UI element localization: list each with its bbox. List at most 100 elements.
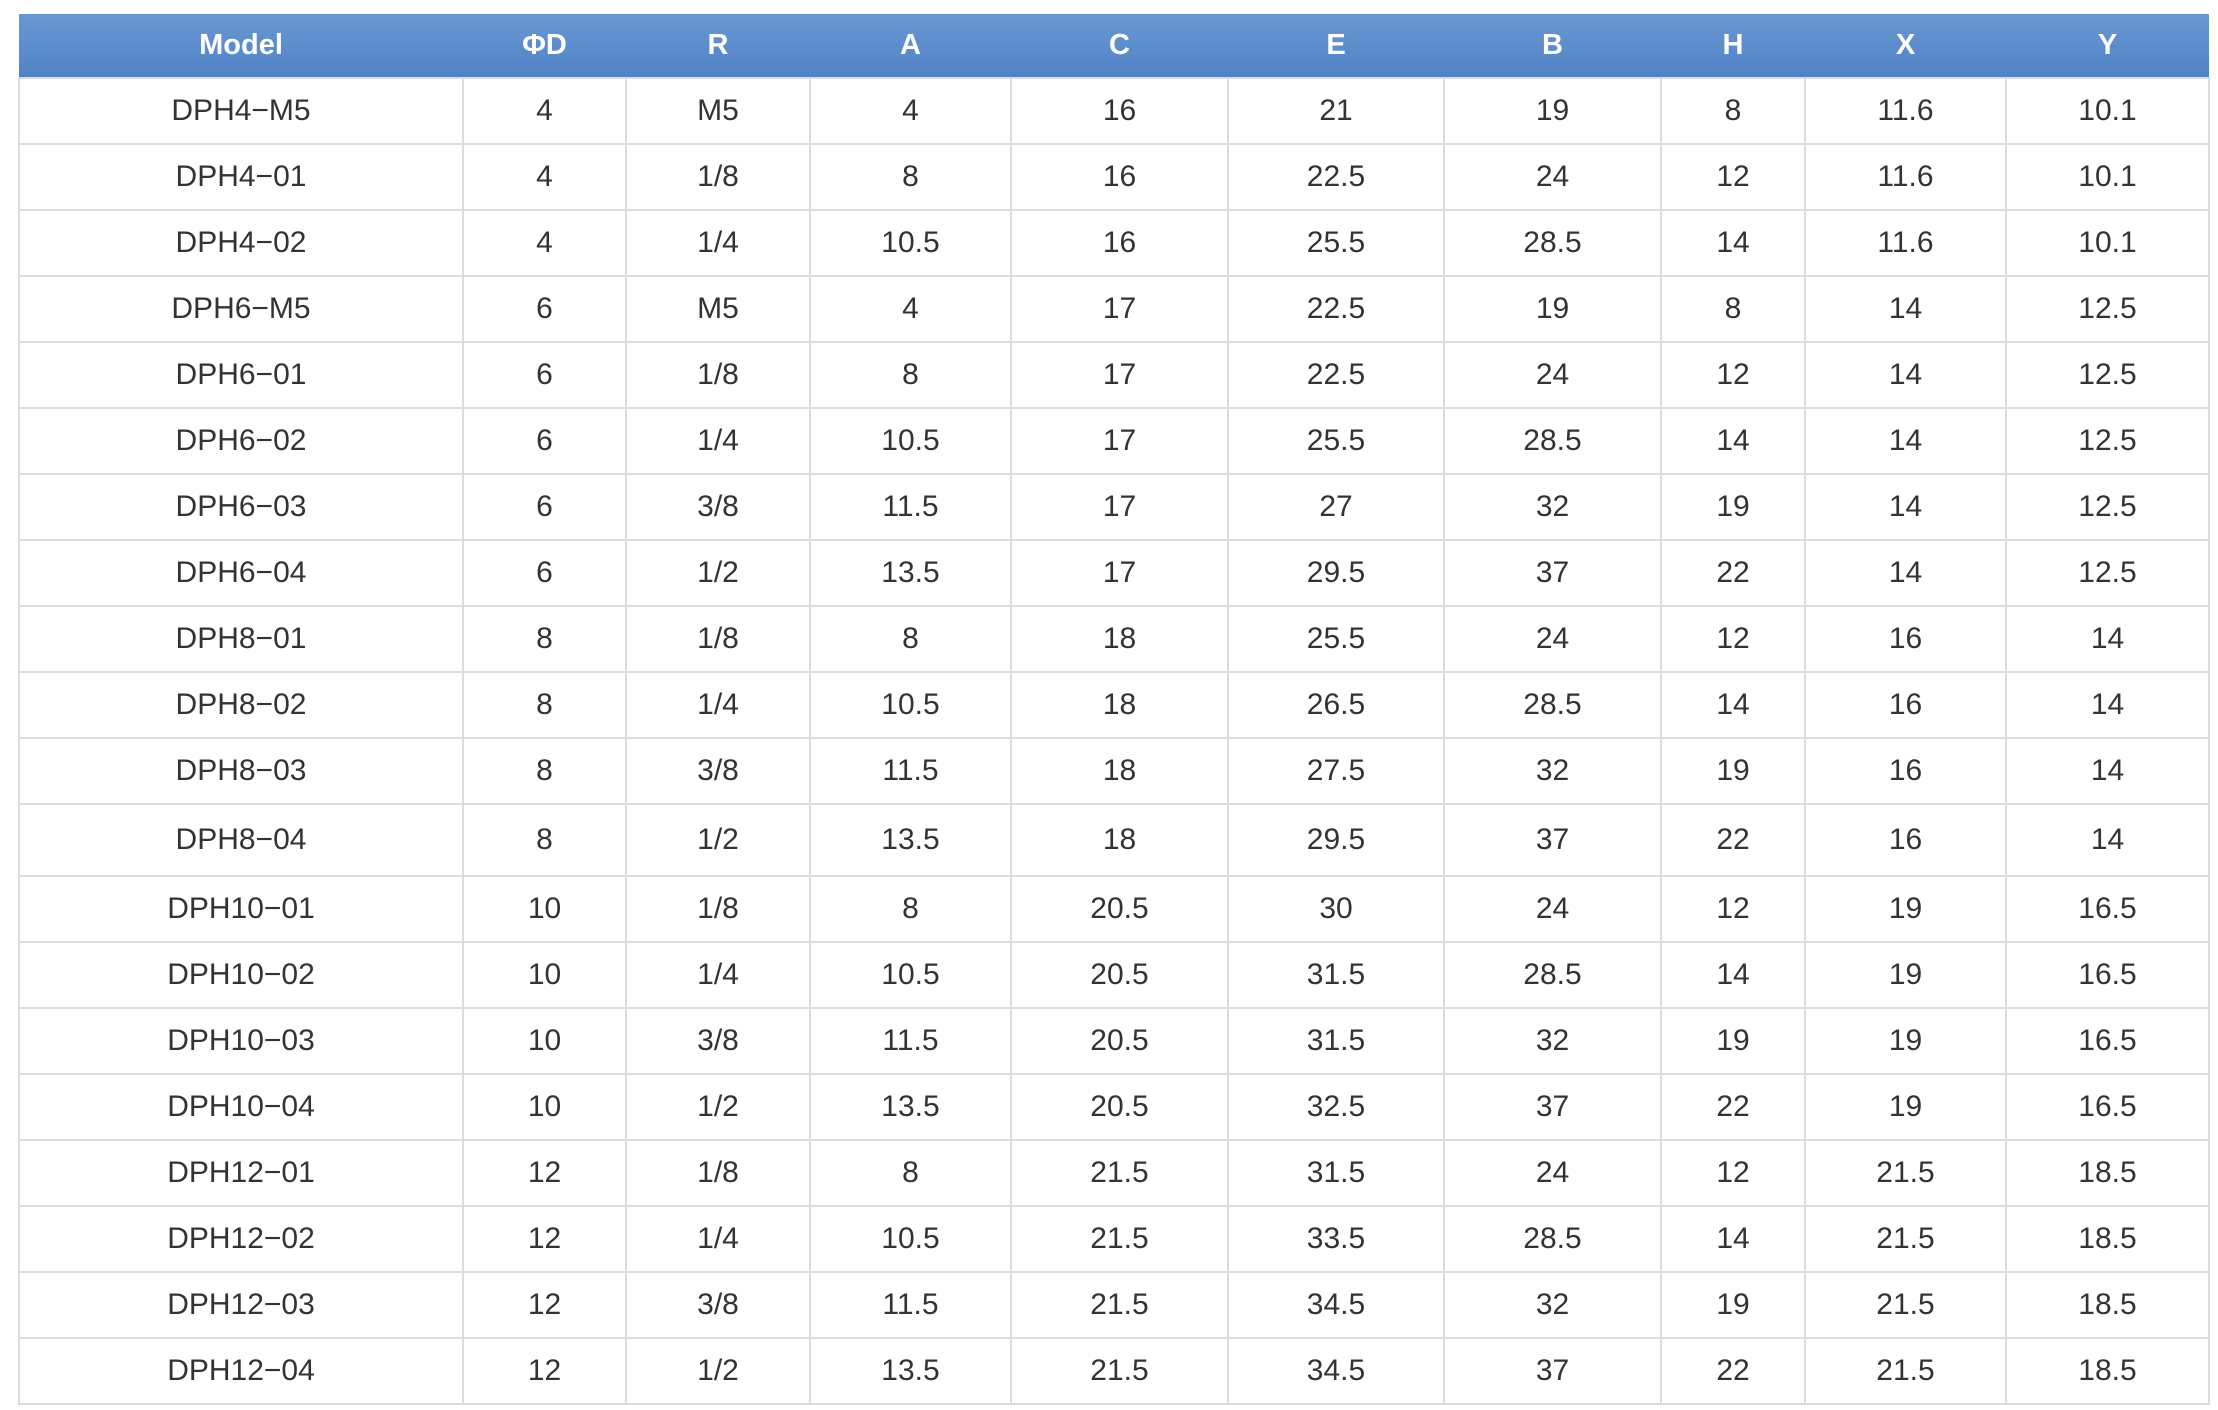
table-cell-b: 28.5 <box>1443 209 1662 277</box>
header-cell-diameter: ΦD <box>522 29 567 61</box>
table-cell-b: 24 <box>1443 605 1662 673</box>
table-cell-model: DPH8−02 <box>18 671 464 739</box>
table-cell-h: 14 <box>1660 407 1806 475</box>
table-cell-a: 13.5 <box>809 1073 1012 1141</box>
table-cell-h: 22 <box>1660 1073 1806 1141</box>
table-cell-model: DPH10−03 <box>18 1007 464 1075</box>
table-cell-c: 16 <box>1010 143 1229 211</box>
table-cell-b: 37 <box>1443 1073 1662 1141</box>
table-cell-c: 17 <box>1010 539 1229 607</box>
table-cell-x: 19 <box>1804 941 2007 1009</box>
table-cell-e: 22.5 <box>1227 143 1445 211</box>
table-row: DPH12−02 12 1/4 10.5 21.5 33.5 28.5 14 21.5 18.5 <box>18 1205 2210 1273</box>
spec-table-container: Model ΦD R A C E B H X Y DPH4−M5 4 M5 4 16 21… <box>18 14 2210 1405</box>
table-cell-y: 10.1 <box>2005 209 2210 277</box>
table-cell-e: 32.5 <box>1227 1073 1445 1141</box>
table-cell-b: 28.5 <box>1443 671 1662 739</box>
header-cell-model: Model <box>199 29 283 61</box>
table-cell-diameter: 12 <box>462 1205 627 1273</box>
table-cell-a: 8 <box>809 875 1012 943</box>
table-cell-diameter: 12 <box>462 1271 627 1339</box>
table-row: DPH4−M5 4 M5 4 16 21 19 8 11.6 10.1 <box>18 77 2210 145</box>
table-cell-h: 14 <box>1660 1205 1806 1273</box>
table-cell-r: 1/2 <box>625 803 811 877</box>
table-cell-c: 16 <box>1010 77 1229 145</box>
table-cell-a: 8 <box>809 1139 1012 1207</box>
table-cell-r: 1/8 <box>625 1139 811 1207</box>
table-cell-c: 17 <box>1010 407 1229 475</box>
table-cell-diameter: 6 <box>462 275 627 343</box>
table-cell-e: 29.5 <box>1227 803 1445 877</box>
table-cell-diameter: 4 <box>462 143 627 211</box>
table-cell-y: 18.5 <box>2005 1337 2210 1405</box>
table-cell-a: 11.5 <box>809 1271 1012 1339</box>
table-cell-x: 21.5 <box>1804 1271 2007 1339</box>
table-cell-a: 10.5 <box>809 407 1012 475</box>
table-cell-b: 24 <box>1443 1139 1662 1207</box>
table-cell-r: 3/8 <box>625 1007 811 1075</box>
table-cell-x: 11.6 <box>1804 209 2007 277</box>
table-row: DPH10−04 10 1/2 13.5 20.5 32.5 37 22 19 16.5 <box>18 1073 2210 1141</box>
table-cell-e: 33.5 <box>1227 1205 1445 1273</box>
table-cell-a: 11.5 <box>809 473 1012 541</box>
table-cell-c: 18 <box>1010 671 1229 739</box>
table-cell-c: 17 <box>1010 275 1229 343</box>
table-cell-a: 10.5 <box>809 671 1012 739</box>
table-cell-e: 34.5 <box>1227 1337 1445 1405</box>
table-cell-r: 1/4 <box>625 407 811 475</box>
table-cell-x: 19 <box>1804 875 2007 943</box>
table-row: DPH6−02 6 1/4 10.5 17 25.5 28.5 14 14 12.5 <box>18 407 2210 475</box>
table-cell-e: 34.5 <box>1227 1271 1445 1339</box>
table-cell-e: 26.5 <box>1227 671 1445 739</box>
header-cell-b: B <box>1542 29 1563 61</box>
table-cell-r: 1/4 <box>625 1205 811 1273</box>
header-cell-x: X <box>1895 29 1916 61</box>
table-cell-x: 21.5 <box>1804 1205 2007 1273</box>
table-cell-model: DPH8−04 <box>18 803 464 877</box>
header-cell-h: H <box>1722 29 1744 61</box>
table-cell-diameter: 6 <box>462 341 627 409</box>
table-header: Model ΦD R A C E B H X Y <box>19 14 2209 78</box>
table-cell-b: 32 <box>1443 473 1662 541</box>
table-cell-c: 17 <box>1010 473 1229 541</box>
table-cell-x: 21.5 <box>1804 1139 2007 1207</box>
table-cell-diameter: 8 <box>462 737 627 805</box>
table-cell-diameter: 12 <box>462 1139 627 1207</box>
table-cell-b: 24 <box>1443 143 1662 211</box>
header-cell-r: R <box>707 29 729 61</box>
table-cell-h: 8 <box>1660 275 1806 343</box>
table-cell-model: DPH12−01 <box>18 1139 464 1207</box>
table-row: DPH10−01 10 1/8 8 20.5 30 24 12 19 16.5 <box>18 875 2210 943</box>
table-cell-e: 25.5 <box>1227 605 1445 673</box>
table-row: DPH8−03 8 3/8 11.5 18 27.5 32 19 16 14 <box>18 737 2210 805</box>
table-cell-r: 3/8 <box>625 737 811 805</box>
table-cell-y: 16.5 <box>2005 941 2210 1009</box>
table-cell-y: 16.5 <box>2005 1073 2210 1141</box>
table-cell-model: DPH10−01 <box>18 875 464 943</box>
table-cell-x: 16 <box>1804 605 2007 673</box>
table-cell-r: 1/8 <box>625 341 811 409</box>
table-cell-x: 21.5 <box>1804 1337 2007 1405</box>
table-row: DPH8−01 8 1/8 8 18 25.5 24 12 16 14 <box>18 605 2210 673</box>
header-row: Model ΦD R A C E B H X Y <box>19 14 2209 78</box>
table-cell-b: 32 <box>1443 1271 1662 1339</box>
table-cell-h: 22 <box>1660 539 1806 607</box>
table-cell-b: 37 <box>1443 1337 1662 1405</box>
table-cell-x: 14 <box>1804 407 2007 475</box>
table-row: DPH6−03 6 3/8 11.5 17 27 32 19 14 12.5 <box>18 473 2210 541</box>
table-cell-e: 31.5 <box>1227 1139 1445 1207</box>
table-cell-a: 10.5 <box>809 1205 1012 1273</box>
table-cell-r: 1/8 <box>625 143 811 211</box>
table-cell-y: 10.1 <box>2005 143 2210 211</box>
table-cell-c: 20.5 <box>1010 941 1229 1009</box>
header-cell-e: E <box>1326 29 1346 61</box>
header-cell-c: C <box>1109 29 1130 61</box>
table-cell-h: 22 <box>1660 1337 1806 1405</box>
table-cell-h: 19 <box>1660 1271 1806 1339</box>
table-row: DPH10−02 10 1/4 10.5 20.5 31.5 28.5 14 19 16.5 <box>18 941 2210 1009</box>
table-cell-model: DPH12−03 <box>18 1271 464 1339</box>
spec-table: Model ΦD R A C E B H X Y DPH4−M5 4 M5 4 16 21… <box>18 14 2210 1405</box>
table-cell-a: 11.5 <box>809 1007 1012 1075</box>
table-cell-b: 19 <box>1443 77 1662 145</box>
table-cell-y: 12.5 <box>2005 539 2210 607</box>
